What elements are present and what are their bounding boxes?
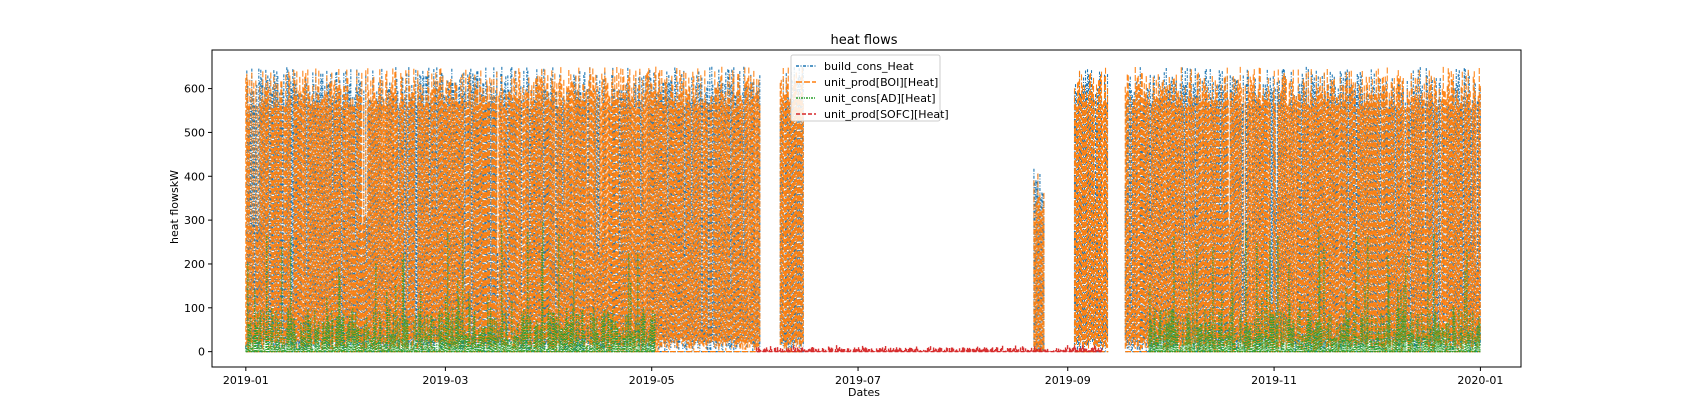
series-unit-cons-ad-heat- <box>245 221 1481 353</box>
chart-title: heat flows <box>831 33 898 48</box>
x-tick-label: 2020-01 <box>1457 374 1503 387</box>
y-tick-label: 500 <box>184 126 205 139</box>
y-tick-label: 300 <box>184 214 205 227</box>
legend-label: build_cons_Heat <box>824 60 914 73</box>
series-path <box>755 345 1103 352</box>
y-tick-label: 600 <box>184 83 205 96</box>
x-tick-label: 2019-09 <box>1045 374 1091 387</box>
y-tick-label: 100 <box>184 302 205 315</box>
y-tick-label: 0 <box>198 346 205 359</box>
x-tick-label: 2019-07 <box>835 374 881 387</box>
series-path <box>245 66 1481 352</box>
y-tick-label: 200 <box>184 258 205 271</box>
legend-label: unit_prod[SOFC][Heat] <box>824 108 949 121</box>
series-layer <box>245 66 1481 353</box>
y-tick-label: 400 <box>184 170 205 183</box>
legend-label: unit_cons[AD][Heat] <box>824 92 936 105</box>
legend: build_cons_Heat unit_prod[BOI][Heat] unit_… <box>790 54 949 122</box>
series-path <box>245 221 1481 352</box>
plot-frame <box>211 49 1522 368</box>
x-tick-label: 2019-05 <box>629 374 675 387</box>
x-tick-label: 2019-03 <box>422 374 468 387</box>
x-tick-label: 2019-11 <box>1251 374 1297 387</box>
legend-label: unit_prod[BOI][Heat] <box>824 76 938 89</box>
series-unit-prod-sofc-heat- <box>755 345 1103 353</box>
x-tick-label: 2019-01 <box>223 374 269 387</box>
y-axis-label: heat flowskW <box>168 170 181 244</box>
x-axis-label: Dates <box>848 386 880 399</box>
legend-box <box>790 54 941 122</box>
